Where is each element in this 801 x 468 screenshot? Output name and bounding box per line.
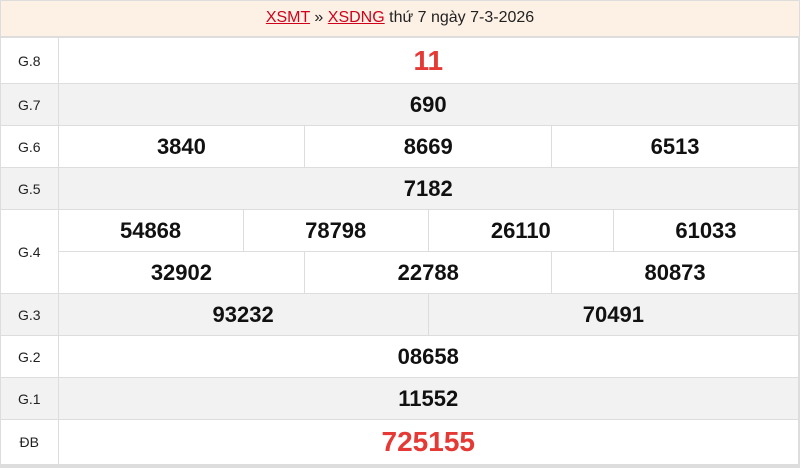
row-g2: G.2 08658 — [1, 335, 799, 378]
row-g4: G.4 54868 78798 26110 61033 — [1, 209, 799, 294]
prize-number: 08658 — [57, 335, 799, 378]
row-g3: G.3 93232 70491 — [1, 293, 799, 336]
row-special: ĐB 725155 — [1, 419, 799, 465]
xsmt-link[interactable]: XSMT — [265, 9, 310, 26]
prize-number: 78798 — [242, 210, 428, 251]
prize-number: 8669 — [304, 126, 551, 167]
prize-label: G.5 — [1, 167, 59, 210]
prize-number: 6513 — [551, 126, 798, 167]
row-g8: G.8 11 — [1, 37, 799, 84]
prize-number: 93232 — [212, 301, 274, 327]
prize-number: 11 — [57, 37, 799, 84]
prize-number: 32902 — [150, 259, 212, 285]
prize-number: 26110 — [427, 210, 613, 251]
prize-number: 80873 — [551, 252, 798, 293]
row-g6: G.6 3840 8669 6513 — [1, 125, 799, 168]
prize-label: G.2 — [1, 335, 59, 378]
prize-number: 11552 — [57, 377, 799, 420]
prize-label: G.7 — [1, 83, 59, 126]
table-header: XSMT » XSDNG thứ 7 ngày 7-3-2026 — [1, 1, 799, 37]
prize-label: ĐB — [1, 419, 59, 465]
prize-label: G.4 — [1, 209, 59, 294]
prize-label: G.1 — [1, 377, 59, 420]
prize-number: 3840 — [156, 133, 206, 159]
prize-number: 54868 — [119, 217, 182, 243]
xsdng-link[interactable]: XSDNG — [327, 9, 385, 26]
row-g7: G.7 690 — [1, 83, 799, 126]
breadcrumb-separator: » — [314, 9, 324, 26]
prize-number: 70491 — [427, 294, 798, 335]
special-prize-number: 725155 — [57, 419, 799, 465]
row-g1: G.1 11552 — [1, 377, 799, 420]
prize-label: G.3 — [1, 293, 59, 336]
results-table: G.8 11 G.7 690 G.6 3840 8669 6513 G.5 7182 G.4… — [1, 37, 799, 465]
draw-date: thứ 7 ngày 7-3-2026 — [389, 9, 535, 26]
row-g5: G.5 7182 — [1, 167, 799, 210]
prize-number: 7182 — [57, 167, 799, 210]
prize-number: 61033 — [612, 210, 798, 251]
prize-number: 22788 — [304, 252, 551, 293]
prize-label: G.6 — [1, 125, 59, 168]
prize-number: 690 — [57, 83, 799, 126]
row-g4-b: 32902 22788 80873 — [1, 251, 799, 294]
prize-label: G.8 — [1, 37, 59, 84]
